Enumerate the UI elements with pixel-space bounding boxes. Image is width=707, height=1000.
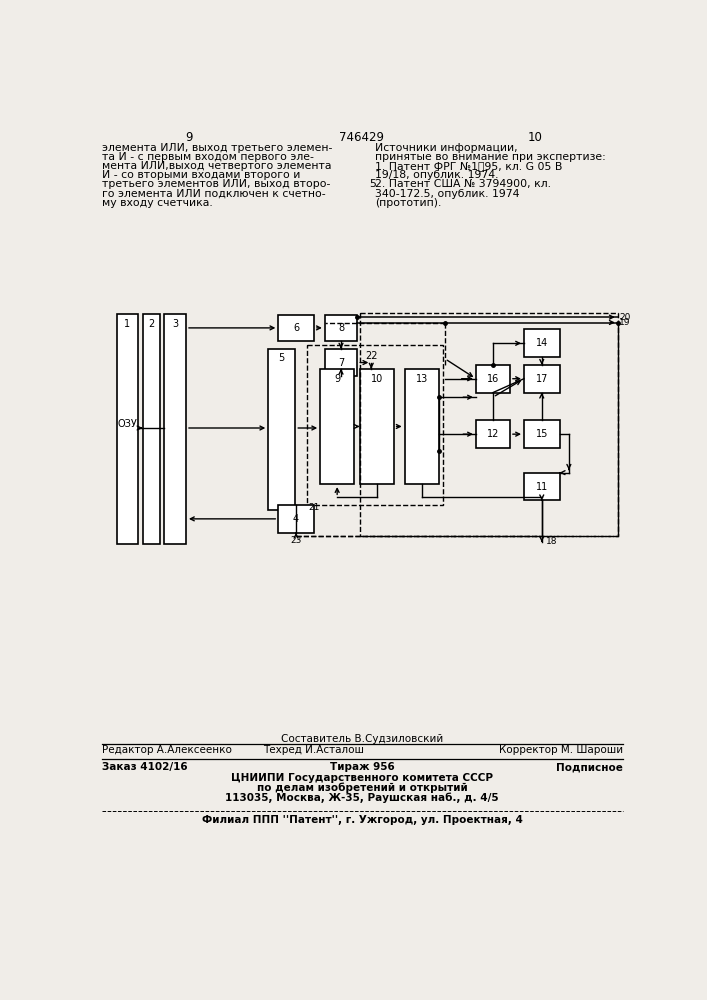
Bar: [360, 369, 394, 484]
Text: Корректор М. Шароши: Корректор М. Шароши: [499, 745, 623, 755]
Text: 15: 15: [536, 429, 548, 439]
Text: 2. Патент США № 3794900, кл.: 2. Патент США № 3794900, кл.: [375, 179, 551, 189]
Text: 340-172.5, опублик. 1974: 340-172.5, опублик. 1974: [375, 189, 520, 199]
Text: Подписное: Подписное: [556, 762, 623, 772]
Text: 22: 22: [365, 351, 378, 361]
Text: 1. Патент ФРГ №1㔥95, кл. G 05 В: 1. Патент ФРГ №1㔥95, кл. G 05 В: [375, 161, 563, 171]
Text: Составитель В.Судзиловский: Составитель В.Судзиловский: [281, 734, 443, 744]
Bar: [143, 314, 160, 544]
Text: 7: 7: [338, 358, 344, 368]
Text: 21: 21: [308, 503, 320, 512]
Text: 113035, Москва, Ж-35, Раушская наб., д. 4/5: 113035, Москва, Ж-35, Раушская наб., д. …: [225, 793, 498, 803]
Text: ОЗУ: ОЗУ: [117, 419, 137, 429]
Text: Техред И.Асталош: Техред И.Асталош: [263, 745, 363, 755]
Text: 10: 10: [528, 131, 543, 144]
Bar: [279, 505, 314, 533]
Text: 23: 23: [291, 536, 302, 545]
Text: та И - с первым входом первого эле-: та И - с первым входом первого эле-: [103, 152, 314, 162]
Bar: [524, 473, 559, 500]
Text: 6: 6: [293, 323, 299, 333]
Bar: [320, 369, 354, 484]
Text: му входу счетчика.: му входу счетчика.: [103, 198, 213, 208]
Text: И - со вторыми входами второго и: И - со вторыми входами второго и: [103, 170, 300, 180]
Text: 5: 5: [369, 179, 376, 189]
Bar: [524, 329, 559, 357]
Text: Тираж 956: Тираж 956: [329, 762, 395, 772]
Text: третьего элементов ИЛИ, выход второ-: третьего элементов ИЛИ, выход второ-: [103, 179, 331, 189]
Text: 1: 1: [124, 319, 130, 329]
Text: мента ИЛИ,выход четвертого элемента: мента ИЛИ,выход четвертого элемента: [103, 161, 332, 171]
Bar: [524, 420, 559, 448]
Text: 9: 9: [185, 131, 193, 144]
Text: 17: 17: [536, 374, 548, 384]
Text: 746429: 746429: [339, 131, 385, 144]
Text: 4: 4: [293, 514, 299, 524]
Bar: [404, 369, 438, 484]
Text: ЦНИИПИ Государственного комитета СССР: ЦНИИПИ Государственного комитета СССР: [231, 773, 493, 783]
Text: 10: 10: [370, 374, 382, 384]
Text: Филиал ППП ''Патент'', г. Ужгород, ул. Проектная, 4: Филиал ППП ''Патент'', г. Ужгород, ул. П…: [201, 815, 522, 825]
Text: 3: 3: [172, 319, 178, 329]
Text: 20: 20: [619, 313, 631, 322]
Text: Источники информации,: Источники информации,: [375, 143, 518, 153]
Bar: [476, 365, 510, 393]
Bar: [325, 315, 357, 341]
Bar: [476, 420, 510, 448]
Bar: [268, 349, 296, 510]
Text: 12: 12: [486, 429, 499, 439]
Bar: [164, 314, 186, 544]
Text: 18: 18: [546, 537, 557, 546]
Text: 19/18, опублик. 1974.: 19/18, опублик. 1974.: [375, 170, 498, 180]
Text: принятые во внимание при экспертизе:: принятые во внимание при экспертизе:: [375, 152, 606, 162]
Text: Заказ 4102/16: Заказ 4102/16: [103, 762, 188, 772]
Bar: [117, 314, 138, 544]
Text: 13: 13: [416, 374, 428, 384]
Text: 14: 14: [536, 338, 548, 348]
Text: по делам изобретений и открытий: по делам изобретений и открытий: [257, 783, 467, 793]
Text: 19: 19: [619, 318, 631, 327]
Bar: [279, 315, 314, 341]
Text: 9: 9: [334, 374, 340, 384]
Bar: [325, 349, 357, 376]
Text: Редактор А.Алексеенко: Редактор А.Алексеенко: [103, 745, 232, 755]
Bar: [524, 365, 559, 393]
Text: 8: 8: [338, 323, 344, 333]
Text: элемента ИЛИ, выход третьего элемен-: элемента ИЛИ, выход третьего элемен-: [103, 143, 333, 153]
Text: го элемента ИЛИ подключен к счетно-: го элемента ИЛИ подключен к счетно-: [103, 189, 326, 199]
Text: (прототип).: (прототип).: [375, 198, 441, 208]
Bar: [307, 345, 443, 505]
Text: 5: 5: [279, 353, 284, 363]
Bar: [360, 312, 618, 536]
Text: 2: 2: [148, 319, 154, 329]
Text: 11: 11: [536, 482, 548, 492]
Text: 16: 16: [487, 374, 499, 384]
